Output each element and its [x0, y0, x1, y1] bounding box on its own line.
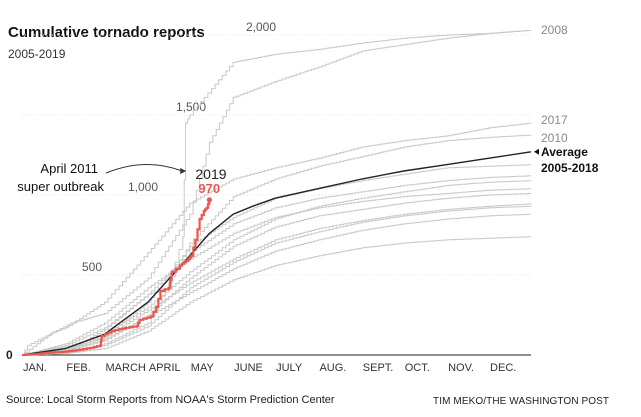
past-year-line — [22, 134, 532, 356]
past-year-line — [22, 203, 532, 356]
y-tick-labels: 0 500 1,000 1,500 2,000 — [6, 20, 276, 362]
average-label-line1: Average — [541, 145, 588, 159]
outbreak-leader-line — [105, 163, 183, 174]
average-pointer — [534, 148, 539, 155]
x-tick-label: AUG. — [319, 362, 346, 374]
x-tick-label: OCT. — [405, 362, 430, 374]
average-label-line2: 2005-2018 — [541, 161, 599, 175]
past-year-line — [22, 236, 532, 356]
past-year-line — [22, 175, 532, 356]
year-end-label: 2008 — [541, 23, 568, 37]
x-tick-label: JULY — [276, 362, 303, 374]
chart-title: Cumulative tornado reports — [8, 24, 205, 41]
current-year-line — [22, 199, 211, 357]
source-note: Source: Local Storm Reports from NOAA's … — [6, 394, 335, 406]
current-year-label: 2019 — [195, 166, 226, 182]
current-year-endpoint — [206, 197, 212, 203]
year-end-label: 2017 — [541, 113, 568, 127]
past-year-line — [22, 205, 532, 356]
current-year-line-group — [22, 197, 212, 357]
past-year-line — [22, 213, 532, 356]
past-year-lines — [22, 30, 532, 356]
past-year-line — [22, 30, 532, 356]
average-line-group — [21, 151, 532, 356]
y-tick-label: 1,000 — [128, 180, 158, 194]
x-tick-label: NOV. — [448, 362, 474, 374]
x-tick-label: JAN. — [23, 362, 47, 374]
outbreak-label-line2: super outbreak — [17, 179, 104, 194]
gridlines — [22, 34, 531, 356]
credit-line: TIM MEKO/THE WASHINGTON POST — [433, 396, 610, 407]
past-year-line — [22, 30, 532, 356]
past-year-line — [22, 122, 532, 356]
current-year-value: 970 — [198, 181, 220, 196]
average-line — [21, 151, 532, 356]
outbreak-label-line1: April 2011 — [40, 161, 98, 176]
x-tick-label: FEB. — [66, 362, 90, 374]
y-tick-label: 0 — [6, 348, 13, 362]
x-tick-label: MAY — [191, 362, 215, 374]
year-end-label: 2010 — [541, 131, 568, 145]
x-tick-labels: JAN. FEB. MARCH APRIL MAY JUNE JULY AUG. SEPT. OC… — [23, 362, 516, 374]
past-year-line — [22, 188, 532, 356]
x-tick-label: DEC. — [490, 362, 516, 374]
x-tick-label: MARCH — [106, 362, 146, 374]
x-tick-label: SEPT. — [363, 362, 394, 374]
x-tick-label: APRIL — [149, 362, 181, 374]
chart-subtitle: 2005-2019 — [8, 47, 66, 61]
y-tick-label: 500 — [82, 260, 102, 274]
y-tick-label: 1,500 — [176, 100, 206, 114]
outbreak-arrowhead — [180, 168, 187, 174]
y-tick-label: 2,000 — [246, 20, 276, 34]
x-tick-label: JUNE — [234, 362, 263, 374]
